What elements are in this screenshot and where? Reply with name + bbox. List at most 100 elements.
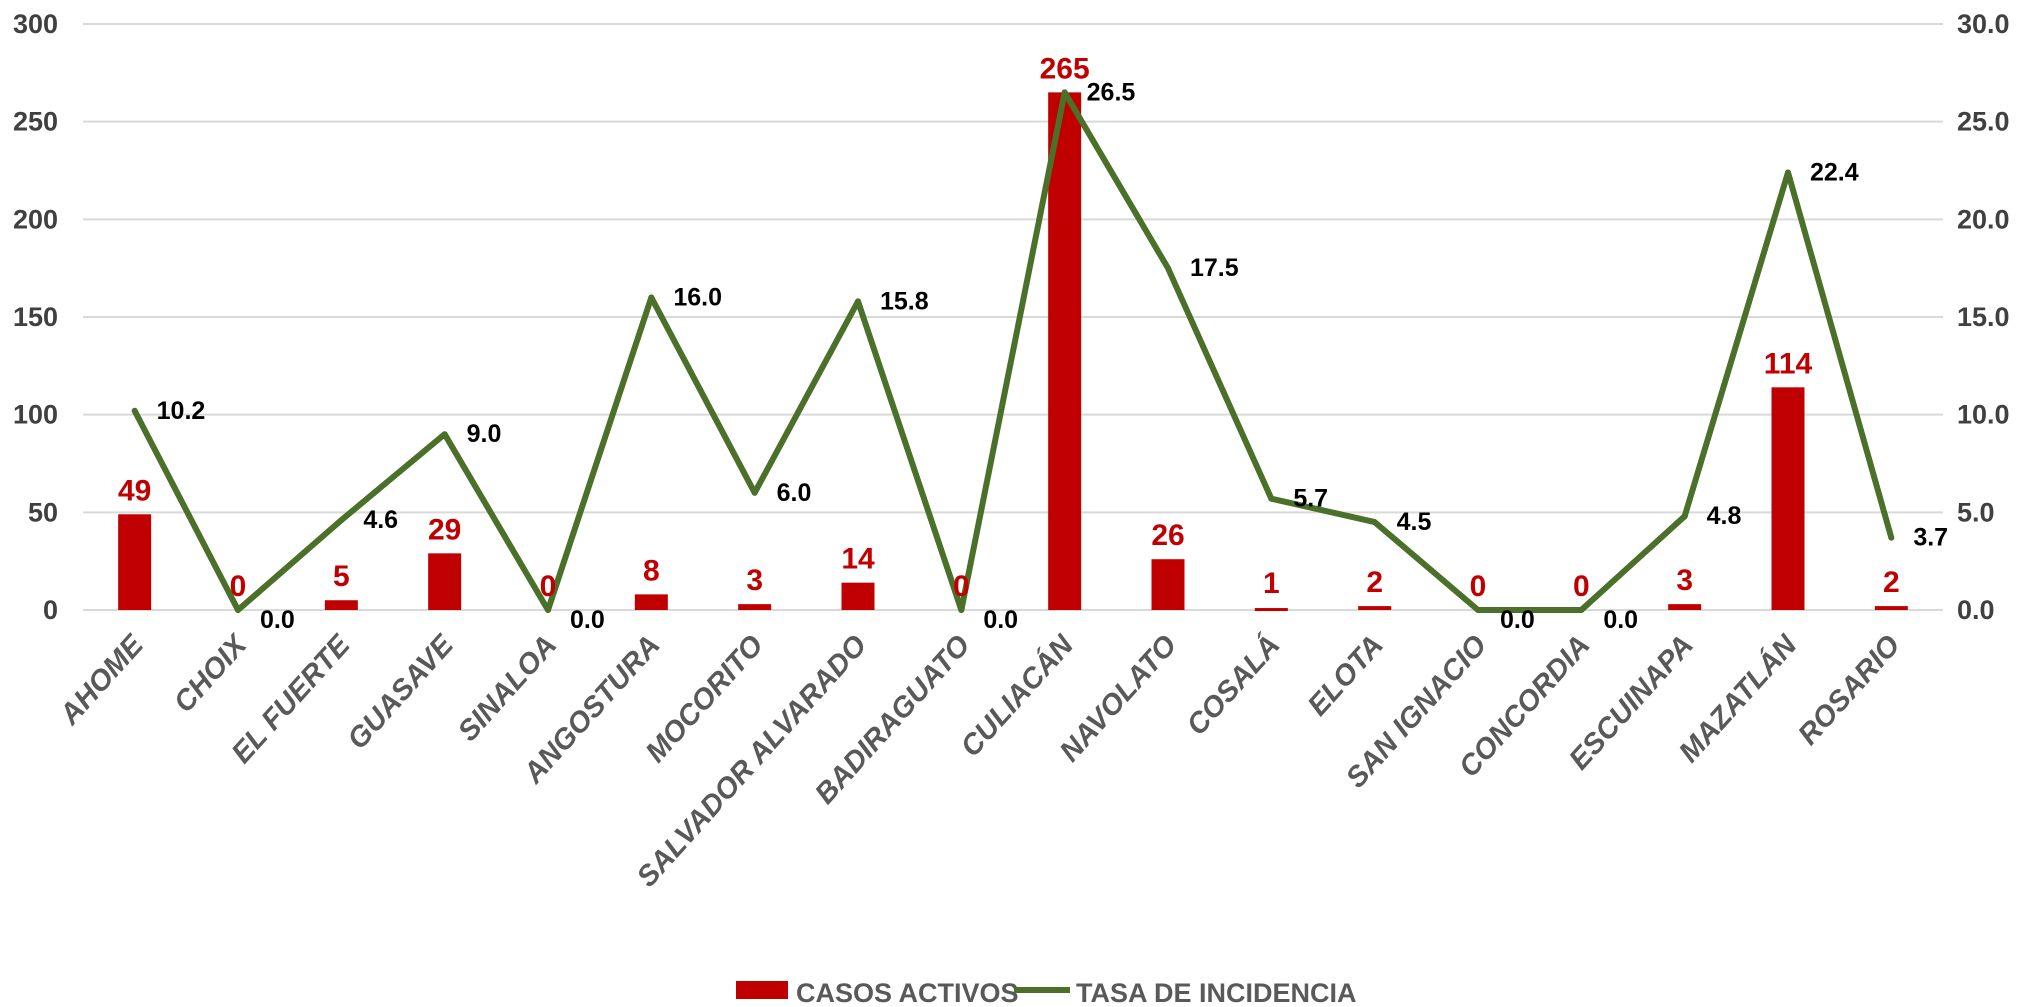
category-label: CHOIX xyxy=(168,628,254,719)
bar-value-label: 8 xyxy=(643,554,660,587)
bar-data-labels: 49 0 5 29 0 8 3 14 0 265 26 1 2 0 0 3 114 2 xyxy=(118,52,1900,603)
bar-value-label: 1 xyxy=(1263,567,1280,600)
line-point xyxy=(1268,495,1275,502)
left-tick-label: 250 xyxy=(13,107,58,137)
line-point xyxy=(545,607,551,613)
line-point xyxy=(648,294,655,301)
right-tick-label: 25.0 xyxy=(1957,107,2010,137)
line-point xyxy=(1061,89,1068,96)
bar-value-label: 265 xyxy=(1040,52,1090,85)
bar-value-label: 3 xyxy=(746,564,763,597)
line-point xyxy=(131,407,138,414)
left-tick-label: 100 xyxy=(13,400,58,430)
line-value-label: 16.0 xyxy=(673,283,722,311)
line-point xyxy=(338,517,345,524)
line-value-label: 3.7 xyxy=(1913,524,1948,552)
bar-value-label: 5 xyxy=(333,560,350,593)
bar xyxy=(841,582,875,610)
line-value-label: 0.0 xyxy=(1603,606,1638,634)
line-value-label: 4.8 xyxy=(1707,502,1742,530)
right-tick-label: 15.0 xyxy=(1957,302,2010,332)
right-tick-label: 0.0 xyxy=(1957,595,1995,625)
line-point xyxy=(855,298,861,305)
bar-value-label: 14 xyxy=(841,543,875,576)
bar xyxy=(738,604,772,610)
line-value-label: 0.0 xyxy=(570,606,605,634)
line-point xyxy=(958,607,965,613)
incidence-line xyxy=(132,89,1895,613)
bar xyxy=(118,514,152,610)
line-series xyxy=(131,89,1895,613)
right-tick-label: 10.0 xyxy=(1957,400,2010,430)
line-value-label: 26.5 xyxy=(1087,78,1136,106)
line-value-label: 17.5 xyxy=(1190,254,1239,282)
left-tick-label: 200 xyxy=(13,204,58,234)
bar-value-label: 26 xyxy=(1151,519,1184,552)
right-tick-label: 30.0 xyxy=(1957,9,2010,39)
left-axis: 0 50 100 150 200 250 300 xyxy=(13,9,58,625)
category-label: ROSARIO xyxy=(1792,629,1907,751)
legend: CASOS ACTIVOS TASA DE INCIDENCIA xyxy=(736,978,1357,1007)
bar xyxy=(1151,559,1185,610)
bar-value-label: 0 xyxy=(540,570,557,603)
legend-label-line: TASA DE INCIDENCIA xyxy=(1076,978,1357,1007)
right-tick-label: 20.0 xyxy=(1957,204,2010,234)
line-value-label: 6.0 xyxy=(777,479,812,507)
bar-value-label: 49 xyxy=(118,474,151,507)
line-point xyxy=(1578,607,1585,613)
category-label: GUASAVE xyxy=(342,628,461,756)
category-label: AHOME xyxy=(53,628,151,732)
bar xyxy=(1048,92,1082,610)
legend-label-bar: CASOS ACTIVOS xyxy=(796,978,1019,1007)
line-point xyxy=(1785,169,1791,176)
bar xyxy=(1874,606,1908,610)
line-point xyxy=(1475,607,1481,613)
bar-value-label: 0 xyxy=(230,570,247,603)
bar xyxy=(1668,604,1702,610)
line-value-label: 0.0 xyxy=(260,606,295,634)
bar-value-label: 2 xyxy=(1883,566,1900,599)
line-value-label: 0.0 xyxy=(1500,606,1535,634)
category-label: ELOTA xyxy=(1302,629,1390,722)
legend-swatch-bar xyxy=(736,981,788,999)
left-tick-label: 50 xyxy=(28,497,58,527)
category-label: COSALÁ xyxy=(1180,629,1286,742)
bar-value-label: 3 xyxy=(1676,564,1693,597)
bar xyxy=(324,600,358,610)
left-tick-label: 150 xyxy=(13,302,58,332)
bar xyxy=(1358,606,1392,610)
line-value-label: 0.0 xyxy=(983,606,1018,634)
bar xyxy=(428,553,462,610)
bar-value-label: 0 xyxy=(953,570,970,603)
bar-series xyxy=(118,92,1908,612)
gridlines xyxy=(83,23,1943,611)
line-point xyxy=(751,489,758,496)
line-point xyxy=(1165,265,1171,272)
line-value-label: 22.4 xyxy=(1810,158,1859,186)
line-value-label: 15.8 xyxy=(880,287,929,315)
line-point xyxy=(1888,534,1895,541)
line-value-label: 5.7 xyxy=(1293,485,1328,513)
left-tick-label: 0 xyxy=(43,595,58,625)
category-label: SINALOA xyxy=(452,629,563,747)
line-value-label: 4.6 xyxy=(363,506,398,534)
right-axis: 0.0 5.0 10.0 15.0 20.0 25.0 30.0 xyxy=(1957,9,2010,625)
bar xyxy=(634,594,668,610)
bar-value-label: 114 xyxy=(1764,347,1813,380)
line-point xyxy=(441,431,448,438)
bar-value-label: 2 xyxy=(1366,566,1383,599)
line-data-labels: 10.2 0.0 4.6 9.0 0.0 16.0 6.0 15.8 0.0 26.5 17.5 5.… xyxy=(157,78,1948,634)
bar-value-label: 0 xyxy=(1573,570,1590,603)
line-value-label: 10.2 xyxy=(157,397,206,425)
line-point xyxy=(1371,519,1378,526)
line-value-label: 4.5 xyxy=(1397,508,1432,536)
bar xyxy=(1771,387,1805,610)
right-tick-label: 5.0 xyxy=(1957,497,1995,527)
bar xyxy=(1254,608,1288,612)
bar-value-label: 0 xyxy=(1470,570,1487,603)
line-point xyxy=(1681,513,1688,520)
line-point xyxy=(235,607,241,613)
line-value-label: 9.0 xyxy=(467,420,502,448)
